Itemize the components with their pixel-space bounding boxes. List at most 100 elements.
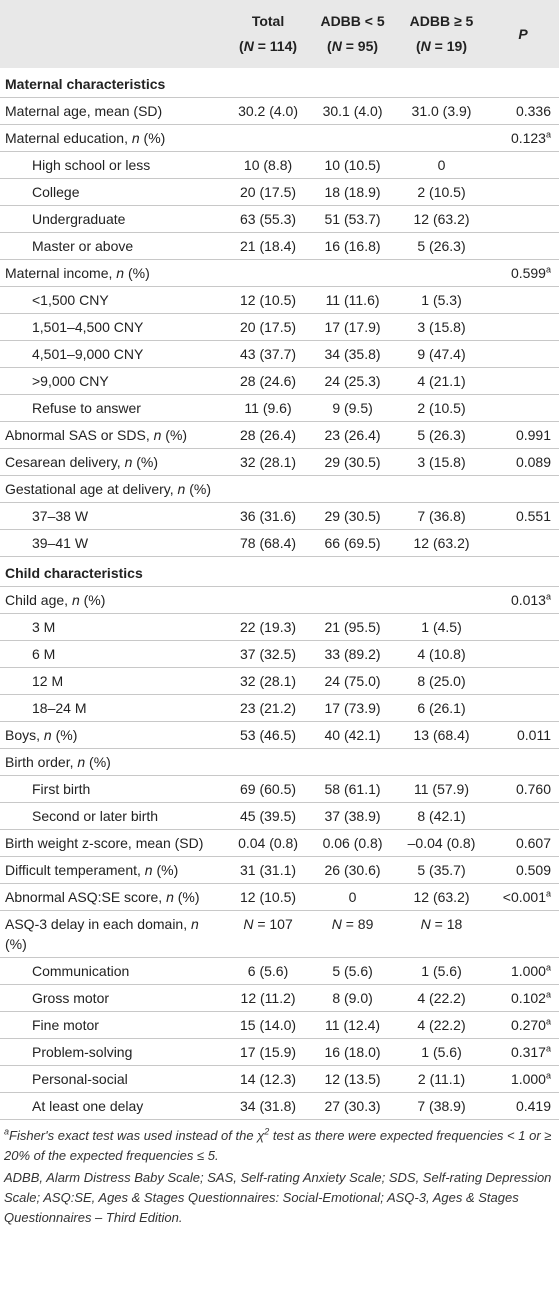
row-label: Difficult temperament, n (%) (0, 856, 227, 884)
cell (487, 667, 559, 695)
cell: 0.760 (487, 775, 559, 803)
footnote-mark: a (545, 888, 551, 899)
cell: 12 (10.5) (227, 883, 310, 911)
data-row: 6 M 37 (32.5) 33 (89.2) 4 (10.8) (0, 640, 559, 668)
row-label: Gross motor (0, 984, 227, 1012)
data-row: Second or later birth 45 (39.5) 37 (38.9) 8… (0, 802, 559, 830)
data-row: 1,501–4,500 CNY 20 (17.5) 17 (17.9) 3 (15.8… (0, 313, 559, 341)
cell: 33 (89.2) (309, 640, 397, 668)
data-row: Boys, n (%) 53 (46.5) 40 (42.1) 13 (68.4) 0.… (0, 721, 559, 749)
data-row: High school or less 10 (8.8) 10 (10.5) 0 (0, 151, 559, 179)
table-body: Maternal characteristics Maternal age, me… (0, 68, 559, 1120)
cell: 6 (26.1) (396, 694, 487, 722)
row-label: 4,501–9,000 CNY (0, 340, 227, 368)
footnote-mark: a (545, 1016, 551, 1027)
cell: 37 (38.9) (309, 802, 397, 830)
section-row: Maternal characteristics (0, 68, 559, 98)
cell: 37 (32.5) (227, 640, 310, 668)
cell: 6 (5.6) (227, 957, 310, 985)
footnote-text: test as there were expected frequencies … (4, 1128, 552, 1163)
cell: N = 89 (309, 910, 397, 958)
row-label: 39–41 W (0, 529, 227, 557)
data-row: 18–24 M 23 (21.2) 17 (73.9) 6 (26.1) (0, 694, 559, 722)
cell (227, 124, 310, 152)
cell: 53 (46.5) (227, 721, 310, 749)
cell: 23 (21.2) (227, 694, 310, 722)
p-value: 0.013 (510, 592, 546, 608)
cell (487, 340, 559, 368)
cell (487, 640, 559, 668)
cell (309, 475, 397, 503)
cell: 32 (28.1) (227, 448, 310, 476)
cell: 0 (396, 151, 487, 179)
cell (227, 748, 310, 776)
cell: 1.000a (487, 1065, 559, 1093)
row-label: Child age, n (%) (0, 586, 227, 614)
cell: –0.04 (0.8) (396, 829, 487, 857)
row-label: ASQ-3 delay in each domain, n (%) (0, 910, 227, 958)
header-text: ADBB < 5 (320, 13, 385, 29)
cell: 0.317a (487, 1038, 559, 1066)
cell (487, 748, 559, 776)
cell (309, 259, 397, 287)
data-row: Gross motor 12 (11.2) 8 (9.0) 4 (22.2) 0.102… (0, 984, 559, 1012)
cell: 78 (68.4) (227, 529, 310, 557)
footnote-mark: a (545, 129, 551, 140)
cell: 3 (15.8) (396, 448, 487, 476)
cell: 24 (75.0) (309, 667, 397, 695)
row-label: 1,501–4,500 CNY (0, 313, 227, 341)
footnote-mark: a (545, 962, 551, 973)
cell: 2 (10.5) (396, 178, 487, 206)
cell: 0.013a (487, 586, 559, 614)
row-label: Master or above (0, 232, 227, 260)
column-header: ADBB < 5 (N = 95) (309, 0, 397, 68)
p-value: 0.599 (510, 265, 546, 281)
data-row: <1,500 CNY 12 (10.5) 11 (11.6) 1 (5.3) (0, 286, 559, 314)
row-label: Problem-solving (0, 1038, 227, 1066)
cell: 10 (8.8) (227, 151, 310, 179)
footnote-mark: a (545, 264, 551, 275)
cell (487, 910, 559, 958)
row-label: Child characteristics (0, 556, 559, 587)
cell: 29 (30.5) (309, 502, 397, 530)
cell: N = 18 (396, 910, 487, 958)
data-row: Personal-social 14 (12.3) 12 (13.5) 2 (11.1… (0, 1065, 559, 1093)
header-text: Total (251, 13, 285, 29)
cell: 8 (25.0) (396, 667, 487, 695)
data-row: Maternal income, n (%) 0.599a (0, 259, 559, 287)
cell: 51 (53.7) (309, 205, 397, 233)
cell: 5 (35.7) (396, 856, 487, 884)
cell: 11 (9.6) (227, 394, 310, 422)
cell: 1.000a (487, 957, 559, 985)
row-label: Maternal education, n (%) (0, 124, 227, 152)
footnote-mark: a (545, 989, 551, 1000)
data-row: Child age, n (%) 0.013a (0, 586, 559, 614)
cell: 28 (24.6) (227, 367, 310, 395)
cell (487, 613, 559, 641)
cell: 5 (26.3) (396, 232, 487, 260)
cell: 21 (18.4) (227, 232, 310, 260)
cell: 58 (61.1) (309, 775, 397, 803)
row-label: Maternal income, n (%) (0, 259, 227, 287)
cell: 13 (68.4) (396, 721, 487, 749)
footnote-mark: a (4, 1126, 10, 1137)
row-label: Gestational age at delivery, n (%) (0, 475, 227, 503)
cell (309, 586, 397, 614)
data-row: 12 M 32 (28.1) 24 (75.0) 8 (25.0) (0, 667, 559, 695)
data-row: Fine motor 15 (14.0) 11 (12.4) 4 (22.2) 0.27… (0, 1011, 559, 1039)
data-row: ASQ-3 delay in each domain, n (%) N = 107… (0, 910, 559, 958)
row-label: >9,000 CNY (0, 367, 227, 395)
cell: 11 (12.4) (309, 1011, 397, 1039)
row-label: Abnormal ASQ:SE score, n (%) (0, 883, 227, 911)
cell: 8 (9.0) (309, 984, 397, 1012)
cell: 32 (28.1) (227, 667, 310, 695)
cell: 11 (11.6) (309, 286, 397, 314)
cell: 1 (4.5) (396, 613, 487, 641)
cell: 0.102a (487, 984, 559, 1012)
cell (227, 586, 310, 614)
cell: 45 (39.5) (227, 802, 310, 830)
data-row: Problem-solving 17 (15.9) 16 (18.0) 1 (5.6)… (0, 1038, 559, 1066)
cell: 1 (5.6) (396, 957, 487, 985)
header-row: Total (N = 114) ADBB < 5 (N = 95) ADBB ≥ 5 (N… (0, 0, 559, 68)
cell: 14 (12.3) (227, 1065, 310, 1093)
